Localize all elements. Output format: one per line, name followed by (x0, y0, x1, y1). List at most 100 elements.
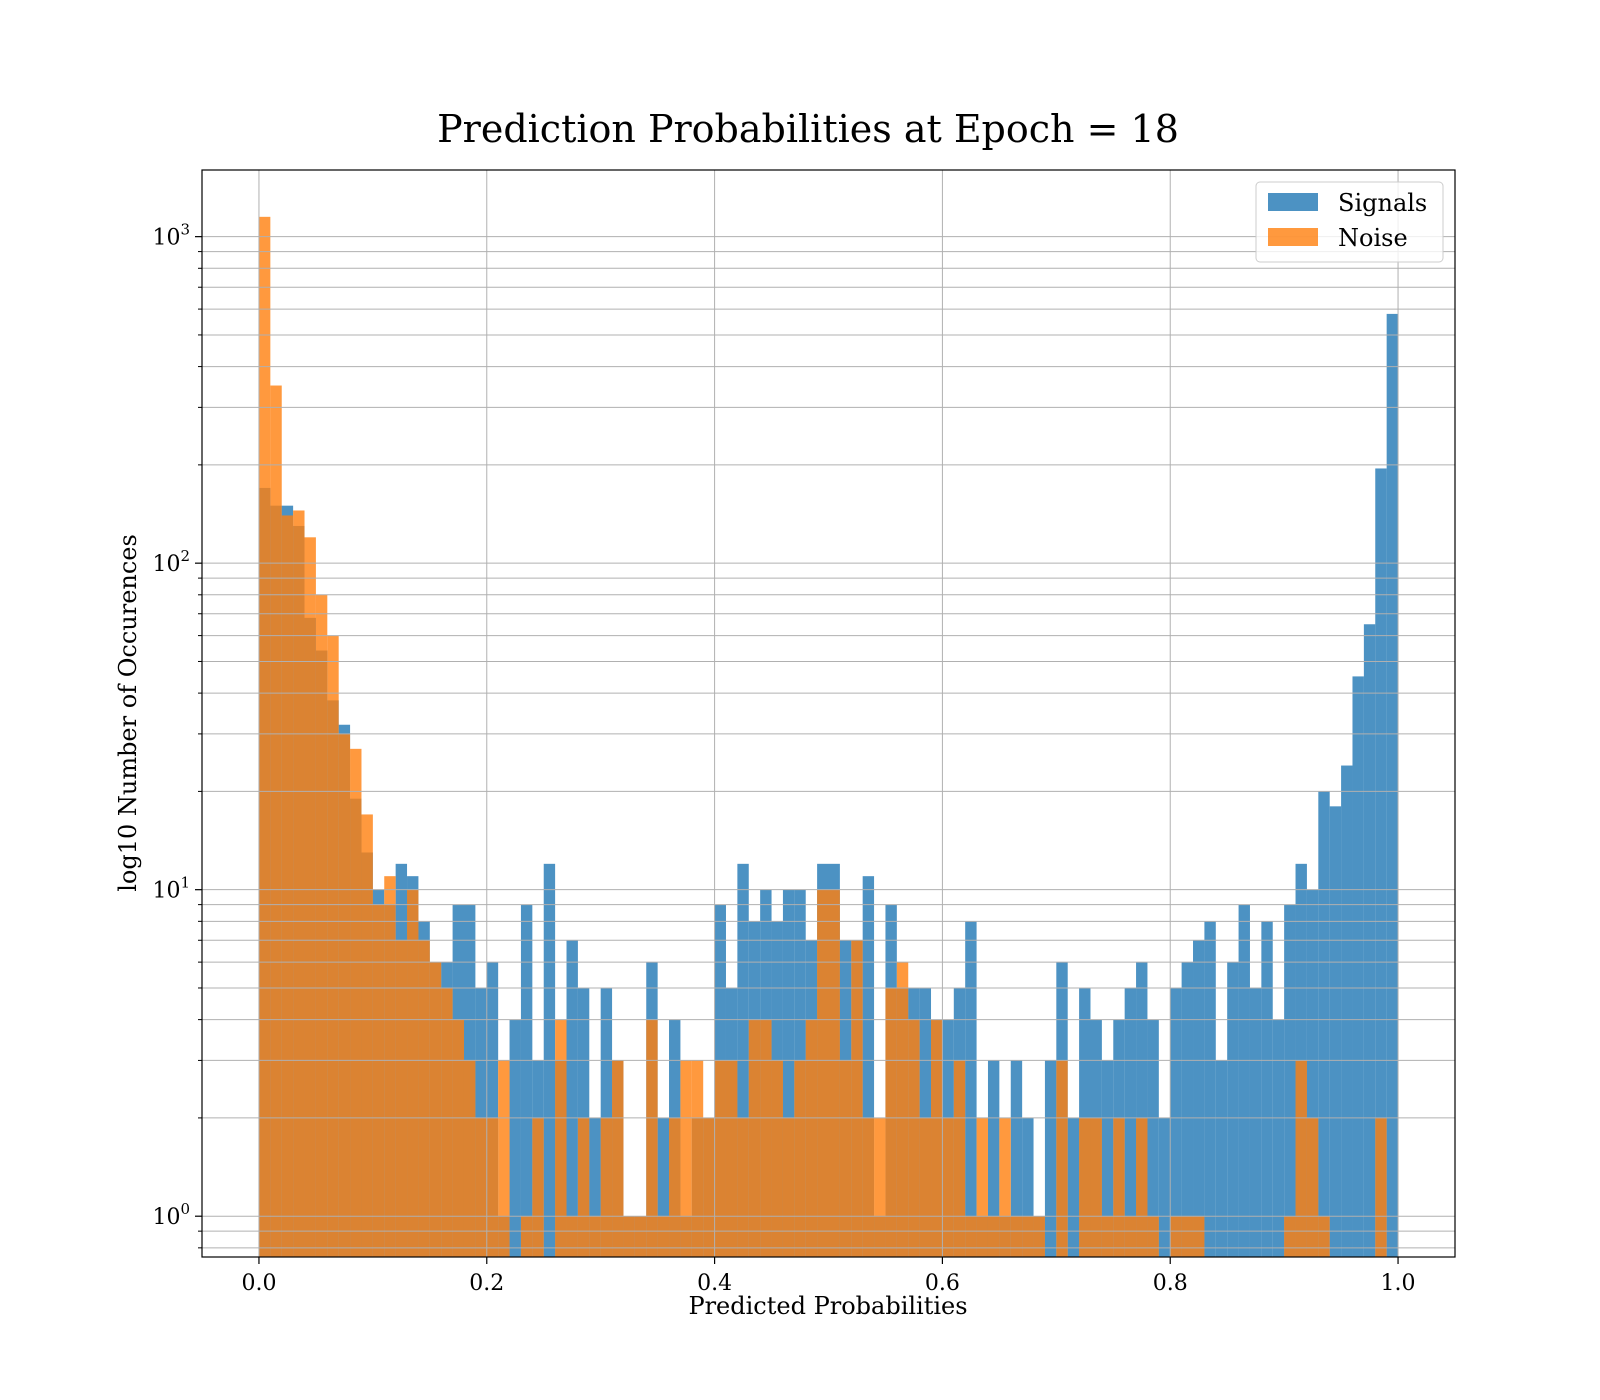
legend-swatch-signals (1268, 193, 1318, 211)
x-axis-label: Predicted Probabilities (688, 1292, 967, 1320)
bar-noise-18 (463, 1060, 476, 1257)
bar-noise-54 (874, 1117, 886, 1257)
bar-signals-98 (1375, 468, 1387, 1258)
bar-signals-92 (1306, 889, 1319, 1257)
y-tick-label-1: 101 (152, 874, 190, 904)
chart-title: Prediction Probabilities at Epoch = 18 (437, 107, 1179, 151)
bar-noise-47 (794, 1060, 806, 1257)
bar-noise-62 (965, 1216, 977, 1257)
bar-noise-26 (555, 1019, 567, 1257)
bar-noise-34 (646, 1019, 658, 1257)
bar-noise-59 (931, 1019, 943, 1257)
bar-signals-94 (1329, 806, 1342, 1257)
x-tick-label-3: 0.6 (925, 1271, 960, 1296)
bar-noise-45 (771, 1060, 783, 1257)
x-tick-label-5: 1.0 (1381, 1271, 1416, 1296)
bar-signals-64 (987, 1060, 1000, 1257)
bar-signals-23 (520, 904, 533, 1257)
bar-noise-77 (1136, 1117, 1148, 1257)
bar-noise-78 (1147, 1216, 1159, 1257)
bar-noise-39 (703, 1117, 715, 1257)
bar-noise-11 (384, 876, 396, 1257)
bar-signals-66 (1010, 1060, 1023, 1257)
x-tick-label-2: 0.4 (697, 1271, 732, 1296)
bar-noise-57 (908, 1019, 920, 1257)
bar-noise-40 (714, 1060, 726, 1257)
bar-signals-67 (1022, 1117, 1034, 1257)
bar-noise-76 (1124, 1216, 1137, 1257)
y-tick-label-2: 102 (152, 547, 190, 577)
bar-noise-0 (258, 216, 271, 1257)
bar-noise-13 (407, 889, 419, 1257)
bar-noise-80 (1170, 1216, 1182, 1257)
bar-noise-51 (839, 1060, 852, 1257)
x-tick-label-1: 0.2 (469, 1271, 504, 1296)
bar-noise-58 (919, 1117, 932, 1257)
bar-noise-12 (395, 940, 408, 1257)
bar-noise-61 (953, 1060, 966, 1257)
bar-noise-37 (680, 1060, 692, 1257)
bar-noise-9 (361, 814, 373, 1257)
bar-signals-89 (1272, 1019, 1285, 1257)
bar-noise-1 (270, 385, 282, 1258)
y-tick-label-3: 103 (152, 221, 190, 251)
bar-noise-74 (1101, 1216, 1114, 1257)
bar-signals-78 (1147, 1019, 1159, 1257)
bar-noise-3 (293, 510, 305, 1258)
bar-signals-77 (1136, 962, 1148, 1257)
legend-label-noise: Noise (1338, 224, 1408, 252)
bar-signals-79 (1158, 1117, 1171, 1257)
bar-noise-31 (612, 1060, 624, 1257)
bar-signals-74 (1101, 1060, 1114, 1257)
bar-noise-10 (372, 904, 385, 1257)
bar-noise-70 (1056, 1060, 1068, 1257)
bar-noise-23 (520, 1216, 533, 1257)
bar-noise-20 (486, 1117, 499, 1257)
bar-noise-75 (1113, 1117, 1125, 1257)
bar-noise-44 (760, 1019, 772, 1257)
bar-signals-20 (486, 962, 499, 1257)
bar-noise-81 (1181, 1216, 1194, 1257)
bar-signals-85 (1227, 962, 1239, 1257)
bar-signals-84 (1215, 1060, 1228, 1257)
bar-signals-22 (509, 1019, 521, 1257)
bar-signals-86 (1238, 904, 1250, 1257)
bar-signals-71 (1067, 1117, 1080, 1257)
bar-noise-16 (441, 987, 453, 1257)
bar-signals-53 (862, 876, 875, 1257)
ticks-layer: 0.0 0.2 0.4 0.6 0.8 1.0 100 101 102 103 (152, 221, 1415, 1296)
bar-noise-56 (896, 962, 909, 1257)
bar-signals-81 (1181, 962, 1194, 1257)
y-axis-label: log10 Number of Occurences (114, 534, 142, 892)
bar-noise-98 (1375, 1117, 1387, 1257)
bar-signals-87 (1249, 987, 1262, 1257)
plot-frame (201, 169, 1456, 1258)
bar-noise-64 (987, 1216, 1000, 1257)
bar-signals-62 (965, 921, 977, 1257)
bar-signals-80 (1170, 987, 1182, 1257)
bar-signals-69 (1044, 1060, 1057, 1257)
bar-noise-14 (418, 940, 430, 1257)
bar-signals-76 (1124, 987, 1137, 1257)
bar-noise-27 (566, 1216, 578, 1257)
bar-signals-82 (1193, 940, 1205, 1257)
bar-signals-46 (782, 889, 795, 1257)
bar-signals-96 (1352, 676, 1364, 1257)
bar-noise-66 (1010, 1216, 1023, 1257)
bar-noise-60 (942, 1117, 954, 1257)
bar-noise-35 (657, 1216, 670, 1257)
bar-noise-19 (475, 1117, 487, 1257)
bar-noise-65 (999, 1117, 1011, 1257)
bar-noise-7 (338, 733, 351, 1257)
bar-noise-33 (634, 1216, 647, 1257)
bar-noise-49 (817, 889, 829, 1257)
bar-noise-63 (976, 1117, 988, 1257)
bar-noise-73 (1090, 1117, 1102, 1257)
bar-noise-29 (589, 1216, 601, 1257)
bar-noise-91 (1295, 1060, 1307, 1257)
bar-noise-4 (304, 537, 316, 1257)
bar-noise-48 (805, 1019, 818, 1257)
bar-noise-17 (452, 1019, 464, 1257)
bar-noise-92 (1306, 1117, 1319, 1257)
bar-signals-93 (1318, 791, 1330, 1257)
